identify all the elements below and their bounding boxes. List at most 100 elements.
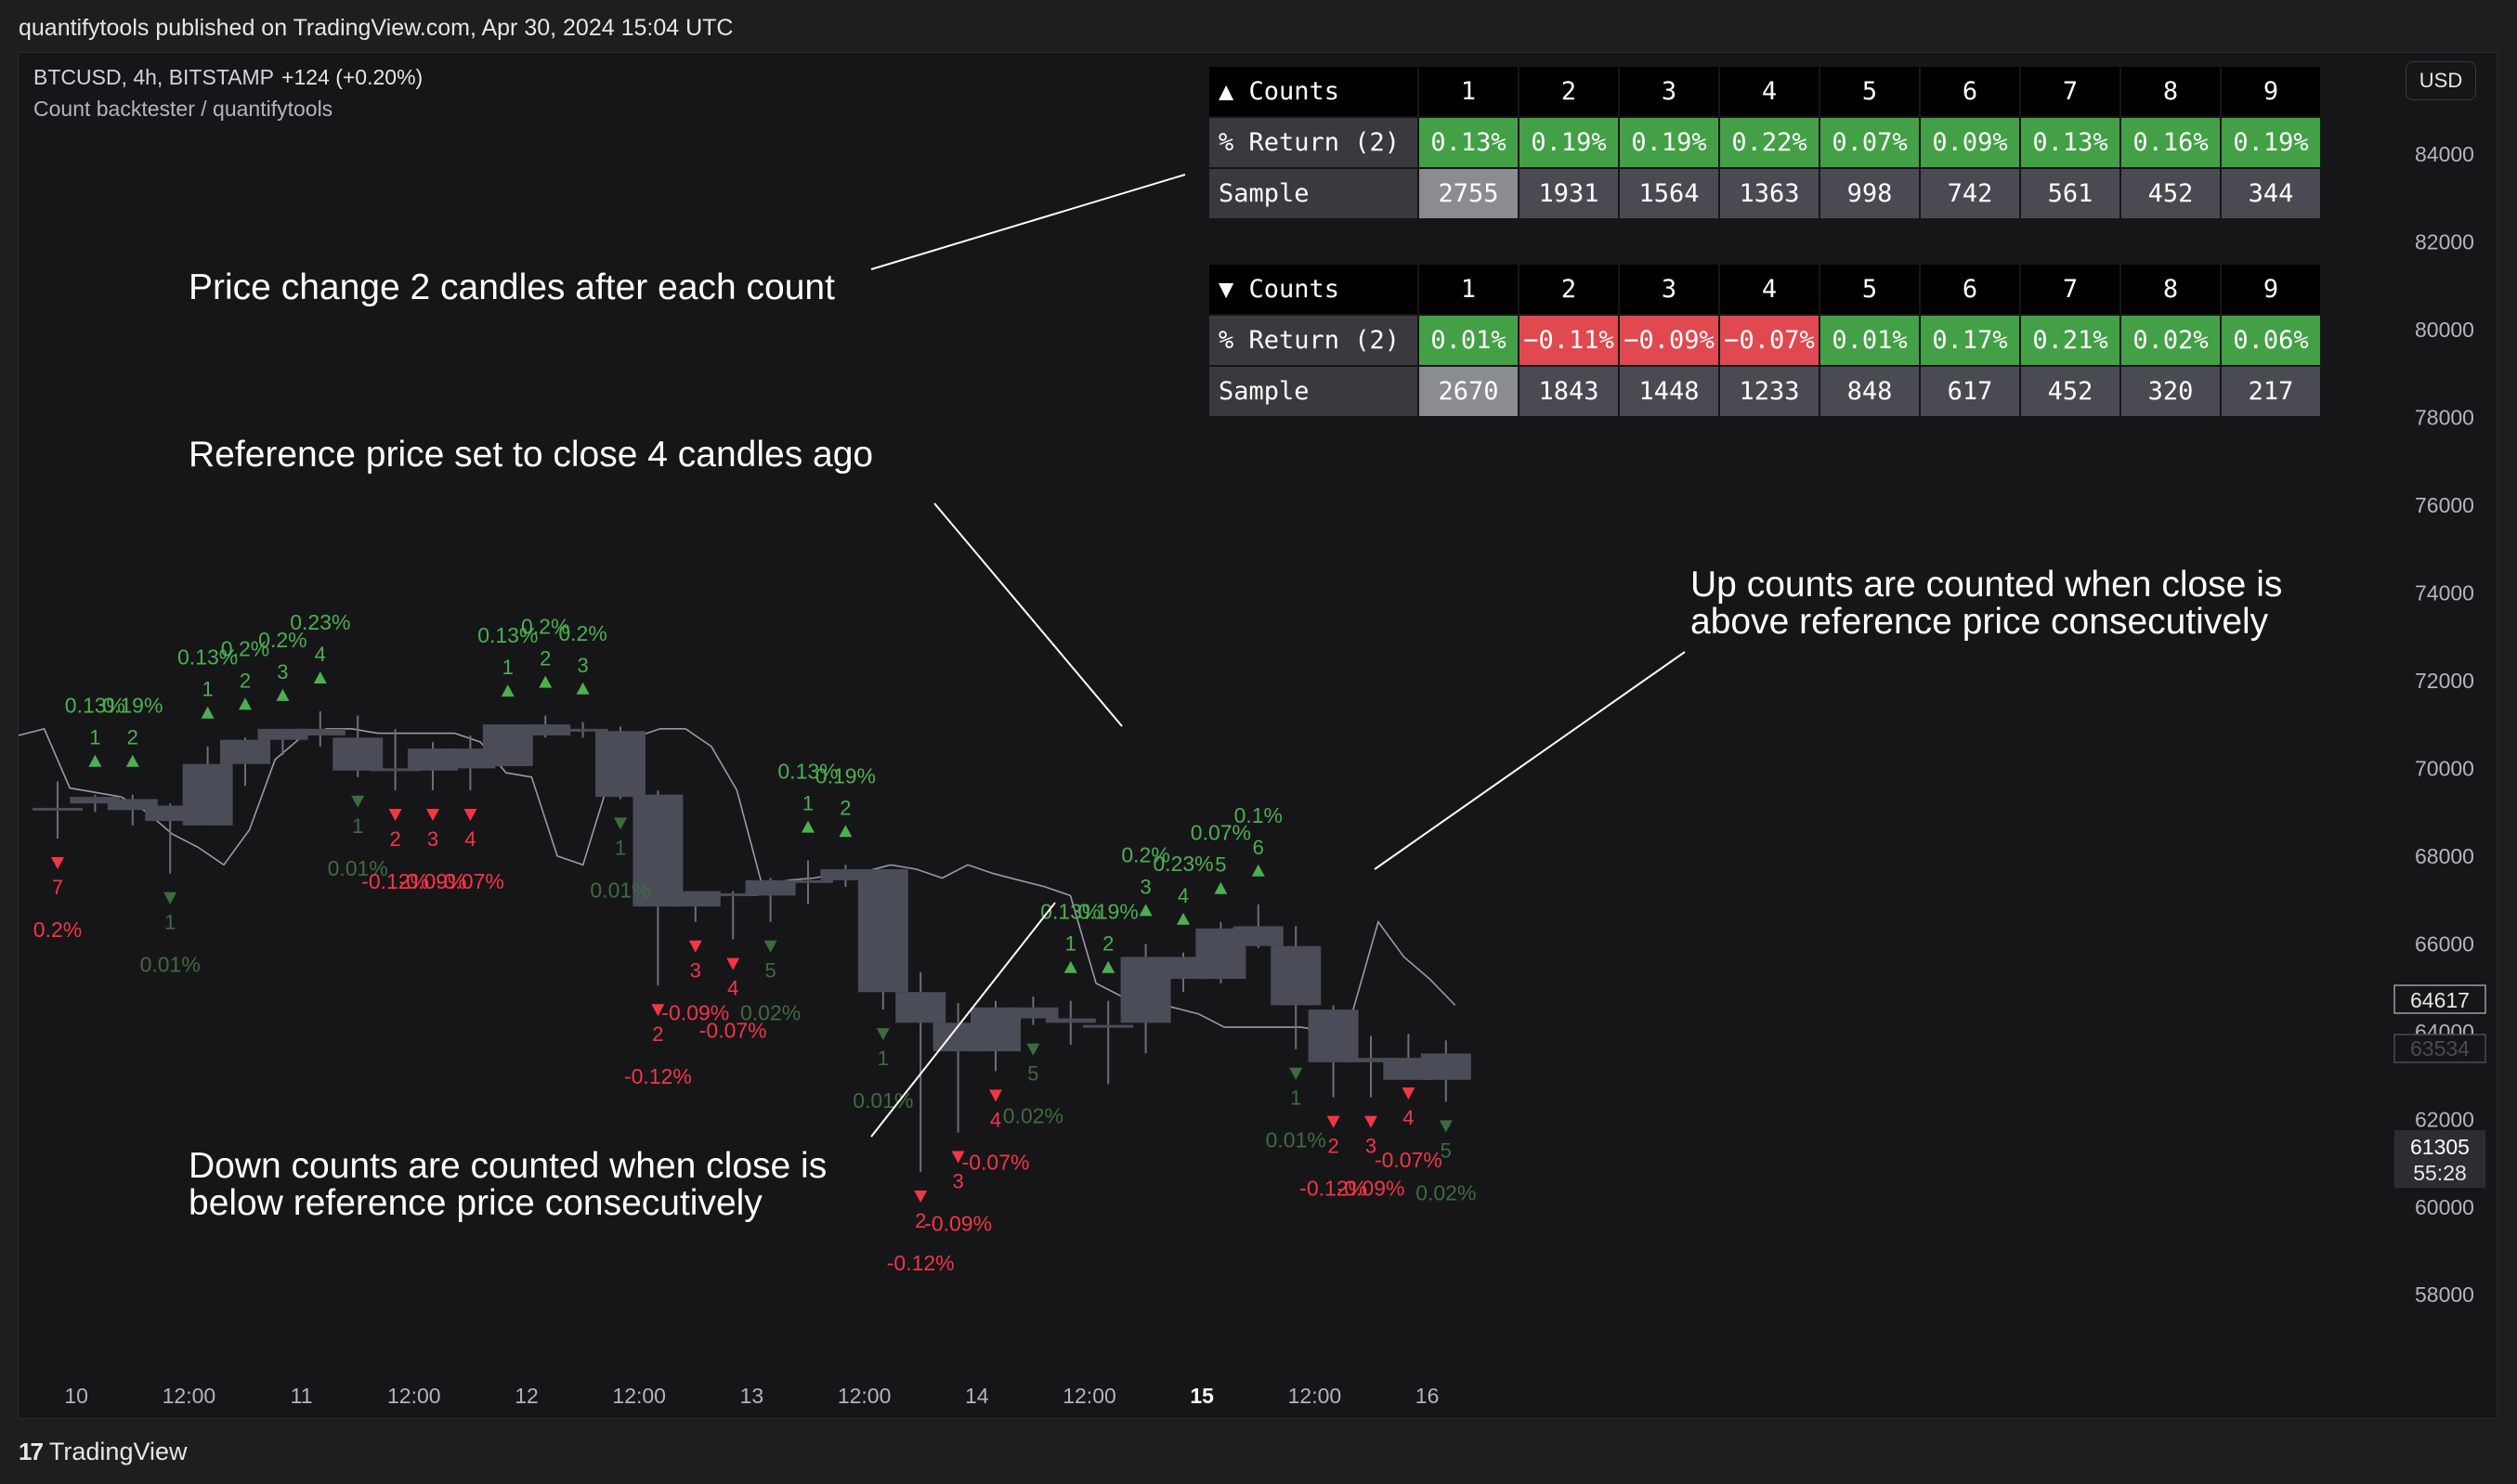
x-axis-tick-label: 12:00: [838, 1384, 892, 1408]
count-number-label: 2: [240, 669, 251, 692]
current-price-box: [2394, 1130, 2485, 1188]
x-axis-tick-label: 11: [291, 1384, 313, 1408]
count-return-label: 0.1%: [1234, 803, 1283, 827]
count-return-label: 0.01%: [1266, 1128, 1326, 1152]
x-axis-tick-label: 12:00: [163, 1384, 216, 1408]
count-number-label: 4: [990, 1108, 1001, 1131]
last-price-box-2: [2393, 1034, 2486, 1063]
count-return-label: 0.01%: [853, 1088, 913, 1113]
count-return-label: 0.2%: [33, 918, 82, 942]
up-count-marker: [88, 754, 102, 767]
count-number-label: 6: [1253, 836, 1264, 859]
down-count-marker: [989, 1089, 1002, 1102]
count-number-label: 3: [427, 827, 438, 851]
down-count-marker: [614, 817, 627, 830]
count-return-label: -0.12%: [361, 869, 429, 893]
count-number-label: 5: [764, 959, 776, 983]
down-count-marker: [163, 892, 177, 905]
up-count-marker: [1063, 960, 1077, 973]
down-count-marker: [1364, 1115, 1377, 1128]
table-return-cell: 0.22%: [1718, 116, 1820, 169]
table-sample-cell: 1448: [1618, 365, 1720, 418]
table-count-header: 1: [1417, 263, 1519, 316]
count-return-label: 0.2%: [558, 621, 606, 645]
down-count-marker: [463, 808, 477, 821]
last-price-box-1: [2393, 984, 2486, 1014]
table-count-header: 9: [2220, 65, 2322, 118]
table-count-header: 7: [2019, 263, 2121, 316]
count-number-label: 1: [352, 814, 363, 838]
count-number-label: 1: [615, 836, 626, 859]
table-count-header: 8: [2119, 65, 2222, 118]
count-number-label: 1: [1290, 1087, 1301, 1110]
up-count-marker: [239, 697, 252, 710]
y-axis-tick-label: 80000: [2415, 318, 2474, 342]
count-number-label: 2: [840, 796, 851, 819]
table-count-header: 4: [1718, 65, 1820, 118]
down-count-marker: [688, 940, 702, 953]
count-number-label: 3: [1365, 1135, 1376, 1158]
count-number-label: 3: [577, 654, 588, 677]
table-sample-cell: 2670: [1417, 365, 1519, 418]
table-count-header: 4: [1718, 263, 1820, 316]
up-count-marker: [201, 706, 215, 719]
count-return-label: 0.2%: [521, 615, 569, 639]
count-return-label: -0.12%: [887, 1251, 955, 1275]
down-count-marker: [1439, 1120, 1453, 1133]
down-count-marker: [914, 1190, 928, 1203]
currency-button[interactable]: USD: [2406, 61, 2476, 100]
y-axis-tick-label: 60000: [2415, 1195, 2474, 1219]
table-sample-cell: 2755: [1417, 167, 1519, 220]
table-count-header: 5: [1819, 263, 1921, 316]
count-return-label: -0.07%: [1375, 1148, 1442, 1172]
annotation-up-line-1: Up counts are counted when close is: [1690, 565, 2283, 605]
count-number-label: 4: [464, 827, 476, 851]
count-number-label: 2: [1327, 1135, 1338, 1158]
count-return-label: 0.02%: [740, 1001, 801, 1025]
up-count-marker: [276, 688, 290, 701]
price-change: +124 (+0.20%): [281, 65, 424, 89]
candle-body: [895, 992, 946, 1023]
table-return-cell: −0.07%: [1718, 314, 1820, 367]
reference-price-line: [18, 727, 1456, 1033]
publish-info: quantifytools published on TradingView.c…: [19, 15, 734, 41]
table-header-label: ▼ Counts: [1207, 263, 1419, 316]
down-count-marker: [726, 957, 740, 970]
indicator-legend[interactable]: Count backtester / quantifytools: [33, 97, 333, 121]
table-sample-cell: 561: [2019, 167, 2121, 220]
y-axis-tick-label: 62000: [2415, 1107, 2474, 1131]
table-return-cell: 0.06%: [2220, 314, 2322, 367]
table-sample-cell: 320: [2119, 365, 2222, 418]
down-count-marker: [1326, 1115, 1340, 1128]
table-sample-cell: 452: [2019, 365, 2121, 418]
callout-line-3: [1374, 651, 1686, 870]
count-return-label: -0.07%: [699, 1019, 767, 1043]
count-return-label: -0.07%: [962, 1150, 1030, 1174]
count-return-label: -0.12%: [1299, 1177, 1367, 1201]
candle-body: [857, 869, 908, 993]
symbol-legend[interactable]: BTCUSD, 4h, BITSTAMP +124 (+0.20%): [33, 65, 423, 90]
x-axis-tick-label: 12: [515, 1384, 539, 1408]
table-count-header: 1: [1417, 65, 1519, 118]
bar-countdown-label: 55:28: [2413, 1161, 2467, 1185]
table-count-header: 6: [1919, 263, 2021, 316]
up-count-marker: [576, 682, 590, 695]
count-return-label: 0.01%: [590, 878, 650, 902]
count-number-label: 3: [1140, 875, 1151, 898]
count-return-label: -0.09%: [924, 1211, 992, 1235]
up-count-marker: [1102, 960, 1115, 973]
x-axis-tick-label: 13: [740, 1384, 764, 1408]
candle-body: [257, 728, 308, 740]
x-axis-tick-label: 15: [1190, 1384, 1214, 1408]
count-number-label: 1: [878, 1047, 889, 1070]
count-return-label: 0.13%: [65, 694, 125, 718]
count-return-label: 0.23%: [290, 610, 350, 634]
tradingview-logo[interactable]: 17 TradingView: [19, 1438, 188, 1466]
table-count-header: 7: [2019, 65, 2121, 118]
count-return-label: 0.19%: [815, 763, 876, 788]
down-count-marker: [876, 1028, 890, 1041]
count-return-label: -0.12%: [624, 1064, 692, 1088]
count-number-label: 1: [89, 726, 100, 749]
annotation-down-line-2: below reference price consecutively: [189, 1183, 763, 1223]
